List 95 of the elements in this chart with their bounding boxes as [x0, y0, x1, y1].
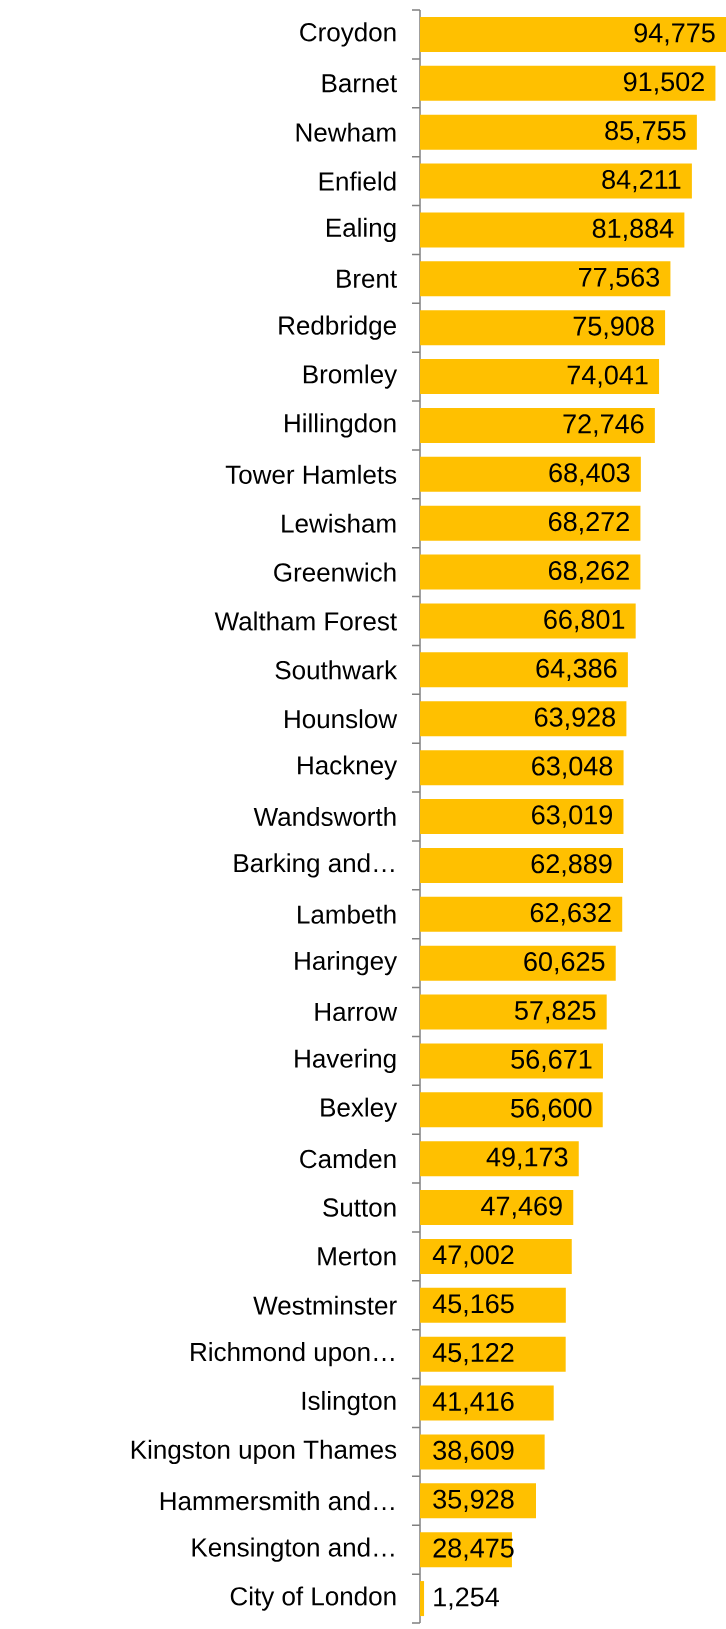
bar — [420, 65, 716, 101]
y-tick-label: Brent — [337, 269, 397, 288]
y-tick-label: Kingston upon Thames — [131, 1439, 397, 1465]
bar — [420, 310, 666, 346]
data-label: 81,884 — [592, 218, 674, 242]
y-tick-label: Haringey — [295, 951, 398, 976]
y-tick-label: Sutton — [323, 1198, 396, 1217]
data-label: 75,908 — [573, 316, 654, 339]
bar — [420, 1336, 566, 1372]
y-tick-label: Barnet — [322, 74, 397, 93]
y-tick-label: Merton — [318, 1247, 396, 1266]
data-label: 57,825 — [515, 1000, 596, 1024]
y-tick-label: Barking and… — [234, 853, 394, 878]
y-tick-label: Hammersmith and… — [160, 1491, 394, 1511]
data-label: 47,002 — [432, 1245, 514, 1268]
y-tick-label: Redbridge — [279, 315, 396, 340]
data-label: 91,502 — [623, 72, 704, 95]
bar — [420, 1141, 579, 1177]
data-label: 47,469 — [481, 1196, 562, 1219]
y-tick-label: Newham — [296, 122, 396, 142]
bar — [420, 1581, 425, 1617]
bar — [420, 163, 692, 199]
data-label: 56,671 — [511, 1049, 592, 1073]
y-tick-label: Lewisham — [282, 513, 396, 533]
bar — [420, 261, 671, 297]
bar — [420, 799, 624, 835]
data-label: 94,775 — [634, 23, 715, 46]
data-label: 77,563 — [579, 267, 660, 290]
y-tick-label: Hillingdon — [285, 413, 396, 438]
bar — [420, 359, 660, 395]
y-tick-label: City of London — [230, 1586, 396, 1611]
data-label: 63,928 — [535, 707, 616, 730]
y-tick-label: Tower Hamlets — [225, 464, 397, 484]
data-label: 56,600 — [511, 1098, 592, 1121]
data-label: 68,272 — [549, 512, 629, 535]
data-label: 45,122 — [432, 1343, 514, 1366]
bar — [420, 114, 697, 150]
data-label: 41,416 — [432, 1391, 514, 1415]
bar — [420, 505, 641, 541]
bar — [420, 1287, 566, 1323]
bar — [420, 1092, 603, 1128]
y-tick-label: Kensington and… — [192, 1537, 394, 1562]
data-label: 63,048 — [532, 756, 613, 779]
bar — [420, 1190, 574, 1226]
bar — [420, 1043, 603, 1079]
bar — [420, 1238, 572, 1274]
data-label: 35,928 — [433, 1489, 514, 1512]
y-tick-label: Croydon — [300, 22, 396, 47]
data-label: 72,746 — [563, 414, 644, 437]
bar — [420, 407, 655, 443]
bar — [420, 1385, 554, 1421]
bar — [420, 212, 685, 248]
data-label: 74,041 — [567, 365, 648, 388]
y-tick-label: Bexley — [321, 1097, 398, 1122]
data-label: 1,254 — [434, 1587, 499, 1610]
data-label: 49,173 — [486, 1147, 568, 1170]
bar — [420, 994, 607, 1030]
data-label: 62,632 — [530, 903, 611, 926]
bar — [420, 896, 623, 932]
y-tick-label: Westminster — [253, 1295, 397, 1315]
bar — [420, 16, 726, 52]
data-label: 66,801 — [544, 609, 625, 633]
y-tick-label: Waltham Forest — [214, 611, 397, 631]
data-label: 84,211 — [602, 169, 681, 193]
data-label: 62,889 — [531, 854, 612, 877]
data-label: 64,386 — [536, 658, 617, 682]
bar — [420, 652, 628, 688]
y-tick-label: Southwark — [275, 660, 398, 680]
bar — [420, 554, 641, 590]
bar — [420, 456, 641, 492]
data-label: 45,165 — [432, 1294, 514, 1317]
y-tick-label: Bromley — [303, 364, 398, 389]
bar — [420, 945, 616, 981]
y-tick-label: Richmond upon… — [191, 1342, 394, 1367]
y-tick-label: Havering — [295, 1048, 396, 1074]
bar — [420, 701, 627, 737]
y-tick-label: Camden — [300, 1149, 396, 1169]
data-label: 85,755 — [605, 121, 686, 144]
y-tick-label: Harrow — [315, 1002, 398, 1022]
y-tick-label: Greenwich — [274, 562, 396, 582]
data-label: 38,609 — [433, 1440, 514, 1464]
bar — [420, 603, 636, 639]
data-label: 60,625 — [524, 951, 605, 975]
data-label: 68,403 — [549, 463, 630, 486]
data-label: 68,262 — [548, 560, 629, 584]
y-tick-label: Hounslow — [285, 709, 398, 729]
bar — [420, 847, 624, 883]
y-tick-label: Lambeth — [298, 904, 396, 924]
y-tick-label: Islington — [302, 1390, 396, 1416]
y-tick-label: Ealing — [327, 217, 396, 243]
data-label: 63,019 — [532, 805, 612, 828]
y-tick-label: Wandsworth — [253, 806, 396, 827]
y-tick-label: Hackney — [298, 755, 398, 780]
y-tick-label: Enfield — [319, 171, 396, 191]
bar — [420, 750, 624, 786]
